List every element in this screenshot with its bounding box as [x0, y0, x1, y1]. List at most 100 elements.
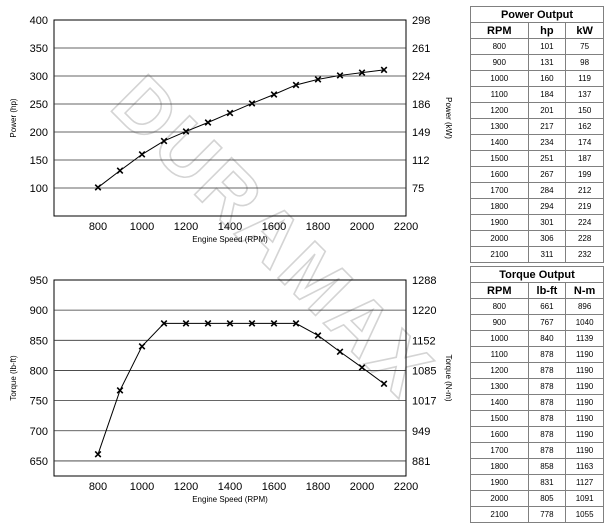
- torque-plot-frame: [53, 279, 407, 477]
- torque-data-point: [248, 320, 256, 327]
- power-y2-axis-label: Power (kW): [444, 97, 453, 139]
- table-cell: 800: [470, 298, 529, 315]
- table-cell: 284: [527, 182, 567, 199]
- torque-x-axis-label: Engine Speed (RPM): [192, 495, 268, 504]
- table-cell: 251: [527, 150, 567, 167]
- table-cell: 2100: [470, 246, 529, 263]
- table-cell: 858: [527, 458, 567, 475]
- power-y2-tick-label: 224: [412, 71, 430, 83]
- torque-data-point: [336, 348, 344, 356]
- torque-data-point: [380, 380, 388, 388]
- table-cell: 119: [565, 70, 604, 87]
- table-cell: 174: [565, 134, 604, 151]
- torque-x-tick-label: 1600: [262, 481, 286, 493]
- table-cell: 1800: [470, 458, 529, 475]
- table-row: 1800 858 1163: [470, 458, 604, 475]
- power-x-tick-label: 1800: [306, 221, 330, 233]
- table-cell: 160: [527, 70, 567, 87]
- torque-y-tick-label: 900: [30, 305, 48, 317]
- power-col-rpm: RPM: [470, 22, 529, 39]
- table-cell: 1190: [565, 362, 604, 379]
- table-row: 1000 160 119: [470, 70, 604, 87]
- power-x-tick-label: 1400: [218, 221, 242, 233]
- table-row: 1600 878 1190: [470, 426, 604, 443]
- table-cell: 1100: [470, 86, 529, 103]
- table-cell: 199: [565, 166, 604, 183]
- power-data-point: [94, 184, 102, 191]
- torque-x-tick-label: 1000: [130, 481, 154, 493]
- power-y-tick-label: 300: [30, 71, 48, 83]
- table-cell: 306: [527, 230, 567, 247]
- power-data-point: [358, 69, 366, 77]
- table-cell: 896: [565, 298, 604, 315]
- table-cell: 805: [527, 490, 567, 507]
- table-cell: 878: [527, 442, 567, 459]
- torque-y2-axis-label: Torque (N-m): [444, 354, 453, 401]
- table-cell: 228: [565, 230, 604, 247]
- table-cell: 1040: [565, 314, 604, 331]
- table-cell: 1800: [470, 198, 529, 215]
- power-col-hp: hp: [527, 22, 567, 39]
- table-cell: 137: [565, 86, 604, 103]
- power-x-tick-label: 2200: [394, 221, 418, 233]
- torque-data-point: [314, 332, 322, 339]
- torque-col-lbft: lb-ft: [527, 282, 567, 299]
- torque-y2-tick-label: 1220: [412, 305, 436, 317]
- power-x-axis-label: Engine Speed (RPM): [192, 235, 268, 244]
- torque-chart: 650 881 700 949 750 1017 800 1085 850 1152 900 1220…: [9, 275, 453, 504]
- torque-x-tick-label: 800: [89, 481, 107, 493]
- table-row: 1400 234 174: [470, 134, 604, 151]
- power-y-tick-label: 350: [30, 43, 48, 55]
- power-y2-tick-label: 75: [412, 183, 424, 195]
- torque-y2-tick-label: 1152: [412, 335, 436, 347]
- power-data-point: [160, 137, 168, 145]
- table-row: 1500 878 1190: [470, 410, 604, 427]
- power-y-tick-label: 100: [30, 183, 48, 195]
- torque-x-tick-label: 2000: [350, 481, 374, 493]
- power-y-tick-label: 150: [30, 155, 48, 167]
- table-row: 1900 301 224: [470, 214, 604, 231]
- table-cell: 1190: [565, 410, 604, 427]
- table-row: 1200 201 150: [470, 102, 604, 119]
- table-cell: 800: [470, 38, 529, 55]
- table-cell: 878: [527, 394, 567, 411]
- power-data-point: [270, 91, 278, 98]
- torque-x-tick-label: 2200: [394, 481, 418, 493]
- power-data-point: [182, 128, 190, 135]
- torque-y2-tick-label: 1085: [412, 365, 436, 377]
- table-row: 1900 831 1127: [470, 474, 604, 491]
- torque-y-tick-label: 700: [30, 426, 48, 438]
- table-cell: 831: [527, 474, 567, 491]
- table-cell: 131: [527, 54, 567, 71]
- table-row: 1400 878 1190: [470, 394, 604, 411]
- power-y2-tick-label: 112: [412, 155, 430, 167]
- torque-y2-tick-label: 1017: [412, 396, 436, 408]
- table-cell: 1600: [470, 426, 529, 443]
- table-cell: 1600: [470, 166, 529, 183]
- power-y2-tick-label: 298: [412, 15, 430, 27]
- table-cell: 1900: [470, 474, 529, 491]
- table-cell: 219: [565, 198, 604, 215]
- power-data-point: [380, 66, 388, 74]
- power-x-tick-label: 1200: [174, 221, 198, 233]
- table-row: 1300 217 162: [470, 118, 604, 135]
- table-row: 1800 294 219: [470, 198, 604, 215]
- table-cell: 900: [470, 54, 529, 71]
- power-y-axis-label: Power (hp): [9, 98, 18, 137]
- table-cell: 661: [527, 298, 567, 315]
- table-row: 900 767 1040: [470, 314, 604, 331]
- table-row: 1700 878 1190: [470, 442, 604, 459]
- power-data-point: [116, 167, 124, 175]
- power-y-tick-label: 250: [30, 99, 48, 111]
- table-row: 800 661 896: [470, 298, 604, 315]
- torque-x-tick-label: 1200: [174, 481, 198, 493]
- power-data-point: [138, 151, 146, 158]
- torque-series-line: [97, 322, 385, 455]
- torque-y2-tick-label: 881: [412, 456, 430, 468]
- table-row: 2100 778 1055: [470, 506, 604, 523]
- watermark: DURAMAX: [96, 60, 451, 415]
- table-cell: 201: [527, 102, 567, 119]
- table-row: 1500 251 187: [470, 150, 604, 167]
- table-row: 1600 267 199: [470, 166, 604, 183]
- table-cell: 1190: [565, 346, 604, 363]
